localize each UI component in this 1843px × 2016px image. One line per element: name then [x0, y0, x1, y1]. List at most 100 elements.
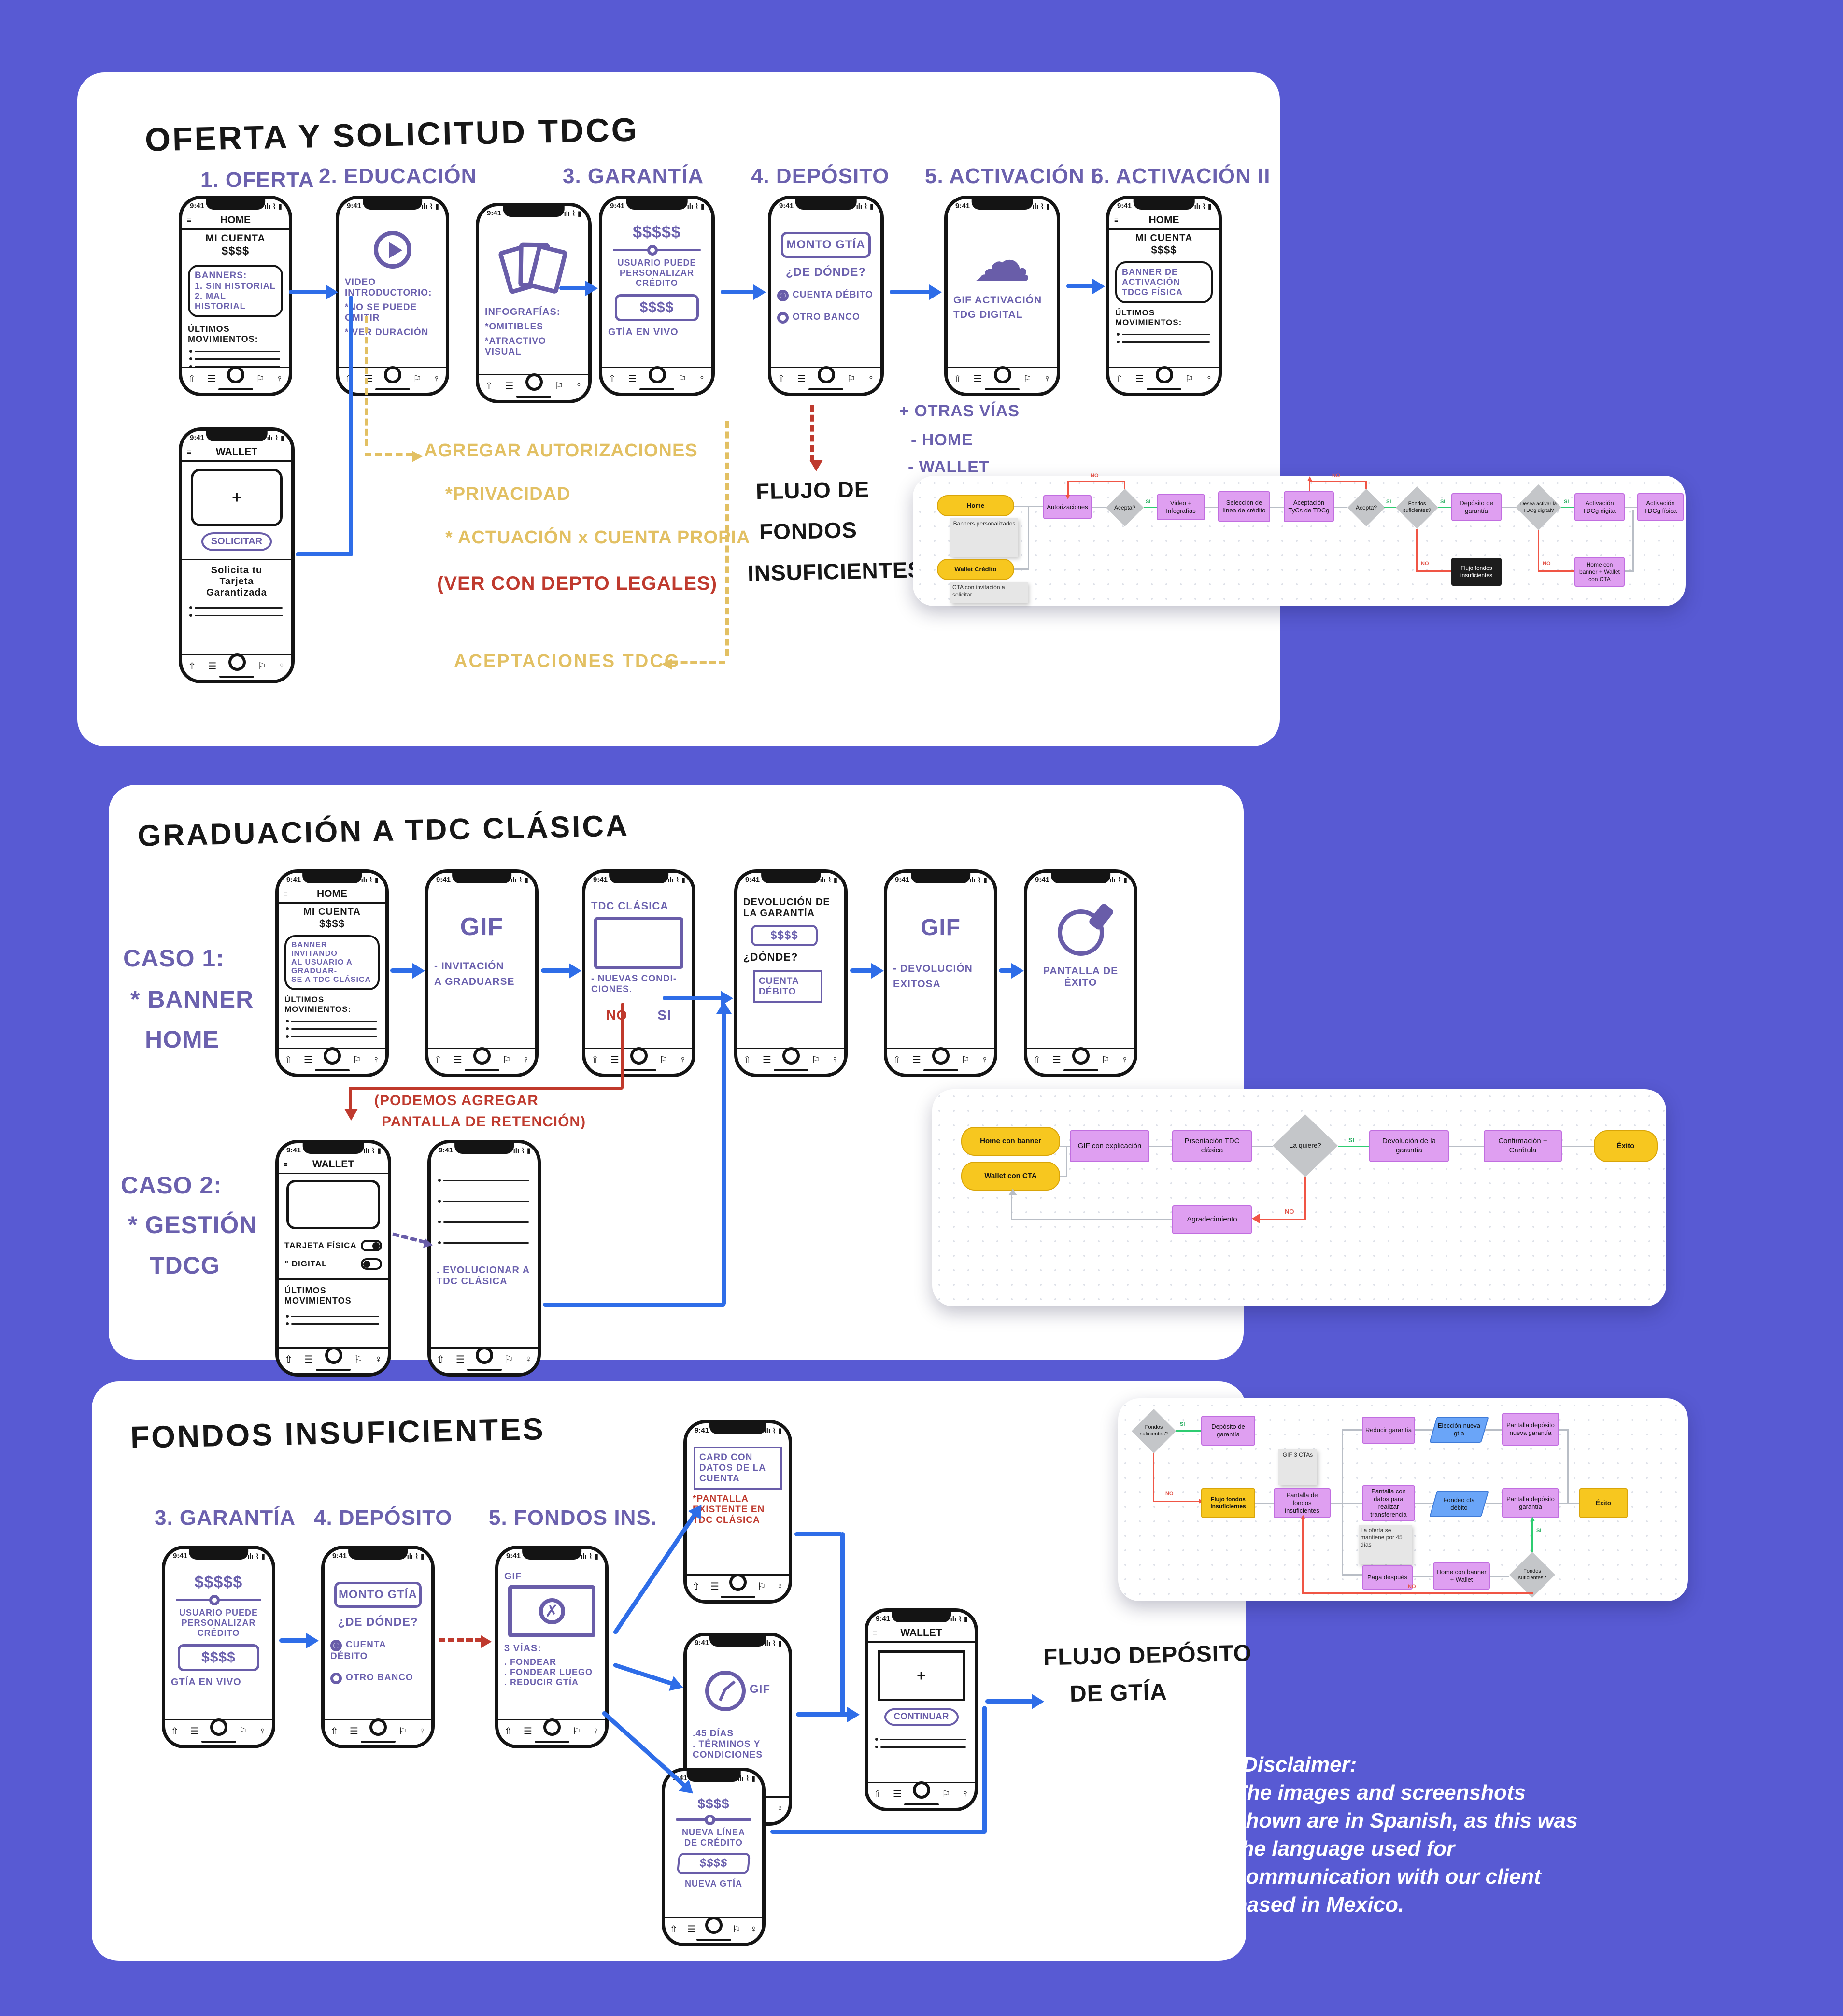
note-flujo-fondos-2: FONDOS: [759, 517, 858, 545]
note-depto-legales: (VER CON DEPTO LEGALES): [437, 573, 718, 594]
note-agregar-autorizaciones: AGREGAR AUTORIZACIONES: [424, 440, 698, 461]
phone-sketch-nueva-linea: 9:41 ılı ⌇ ▮ $$$$ NUEVA LÍNEA DE CRÉDITO …: [662, 1768, 766, 1946]
note-flujo-deposito-1: FLUJO DEPÓSITO: [1043, 1640, 1252, 1671]
list-icon: ☰: [207, 373, 216, 384]
fc3-node-home-wallet: Home con banner + Wallet: [1433, 1562, 1490, 1590]
movements-label: ÚLTIMOS MOVIMIENTOS:: [188, 324, 258, 344]
arrow-infografias-garantia: [559, 286, 587, 290]
fc2-label-si: SI: [1348, 1136, 1355, 1144]
phone-sketch-wallet-gestion: 9:41 ılı ⌇ ▮ ≡ WALLET TARJETA FÍSICA " DIG…: [275, 1140, 391, 1377]
fc1-diamond-fondos: Fondos suficientes?: [1396, 486, 1438, 529]
graduation-banner-box: BANNER INVITANDO AL USUARIO A GRADUAR- S…: [284, 935, 380, 990]
cuenta-debito-box: CUENTA DÉBITO: [753, 970, 822, 1003]
radio-icon: [777, 312, 789, 324]
step-label-educacion: 2. EDUCACIÓN: [319, 164, 477, 188]
fc3-node-datos: Pantalla con datos para realizar transfe…: [1362, 1485, 1415, 1521]
fc1-node-home-banner: Home con banner + Wallet con CTA: [1574, 557, 1625, 587]
fc3-node-pantalla-nueva: Pantalla depósito nueva garantía: [1502, 1413, 1559, 1446]
banners-box: BANNERS: 1. SIN HISTORIAL 2. MAL HISTORI…: [188, 265, 283, 317]
red-line-no-v: [621, 1003, 624, 1089]
fc1-label-no2: NO: [1332, 473, 1340, 479]
menu-icon: ≡: [187, 216, 191, 225]
arrow-garantia-deposito-3: [279, 1638, 308, 1643]
caso1-label: CASO 1:: [123, 945, 225, 972]
monto-gtia-box: MONTO GTÍA: [781, 232, 871, 258]
cards-icon: [497, 239, 568, 302]
fc3-node-reducir: Reducir garantía: [1362, 1417, 1415, 1444]
fc3-diamond-fondos1: Fondos suficientes?: [1132, 1409, 1176, 1453]
fc1-label-si4: SI: [1564, 499, 1569, 505]
card-image-placeholder: [594, 917, 683, 969]
fc1-label-no4: NO: [1543, 561, 1551, 567]
connector-nueva-h: [770, 1830, 987, 1834]
arrow-garantia-deposito: [721, 290, 755, 294]
flag-icon: ⚐: [255, 373, 265, 384]
toggle-row-fisica: TARJETA FÍSICA: [284, 1240, 382, 1251]
up-icon: ⇧: [187, 373, 196, 384]
fc1-node-tycs: Aceptación TyCs de TDCg: [1284, 491, 1334, 522]
fc2-gray-arrowhead: [1008, 1189, 1017, 1195]
phone-sketch-home-oferta: 9:41 ılı ⌇ ▮ ≡ HOME MI CUENTA $$$$ BANNERS…: [179, 196, 292, 396]
dashed-yellow-arrow-aceptaciones: [662, 658, 725, 670]
caso2-label: CASO 2:: [121, 1172, 222, 1199]
phone-sketch-wallet-continuar: 9:41 ılı ⌇ ▮ ≡ WALLET + CONTINUAR ⇧ ☰ ⚐ ♀: [865, 1608, 978, 1811]
fc2-node-home: Home con banner: [961, 1127, 1060, 1156]
fc1-label-si2: SI: [1386, 499, 1391, 505]
step-label-garantia3: 3. GARANTÍA: [155, 1506, 296, 1530]
phone-sketch-gif-invitacion: 9:41 ılı ⌇ ▮ GIF - INVITACIÓN A GRADUARSE…: [425, 869, 539, 1077]
dashed-red-arrow-deposito-fondos: [439, 1635, 492, 1648]
play-icon: [373, 231, 411, 269]
connector-wallet-vertical: [349, 296, 353, 556]
note-actuacion: * ACTUACIÓN x CUENTA PROPIA: [445, 527, 751, 548]
fc1-node-seleccion: Selección de línea de crédito: [1218, 491, 1270, 522]
note-retencion-2: PANTALLA DE RETENCIÓN): [382, 1114, 586, 1130]
movement-line: [189, 357, 280, 360]
credit-slider: [613, 244, 701, 256]
step-label-activacion2: 6. ACTIVACIÓN II: [1092, 164, 1271, 188]
guarantee-amount-box: $$$$: [615, 294, 699, 321]
phone-sketch-garantia-3: 9:41 ılı ⌇ ▮ $$$$$ USUARIO PUEDE PERSONAL…: [162, 1546, 275, 1748]
phone-sketch-devolucion: 9:41 ılı ⌇ ▮ DEVOLUCIÓN DE LA GARANTÍA $$…: [734, 869, 848, 1077]
fc1-note-home: Banners personalizados: [950, 518, 1018, 557]
step-label-oferta: 1. OFERTA: [200, 168, 314, 192]
arrow-oferta-educacion: [289, 290, 327, 294]
fc3-node-deposito: Depósito de garantía: [1201, 1416, 1255, 1446]
fc1-node-activacion-digital: Activación TDCg digital: [1574, 493, 1625, 521]
slider-knob: [647, 244, 658, 256]
connector-nueva-v: [982, 1706, 987, 1832]
home-circle-icon: [227, 366, 245, 383]
note-retencion-1: (PODEMOS AGREGAR: [374, 1093, 539, 1108]
note-flujo-fondos-3: INSUFICIENTES: [747, 557, 923, 586]
arrow-p2-5: [999, 968, 1013, 973]
fc3-node-exito: Éxito: [1579, 1488, 1628, 1518]
phone-sketch-deposito-3: 9:41 ılı ⌇ ▮ MONTO GTÍA ¿DE DÓNDE? CUENTA…: [321, 1546, 435, 1748]
cloud-gif-icon: ☁: [973, 228, 1031, 293]
fc3-node-eleccion: Elección nueva gtía: [1429, 1417, 1489, 1443]
fc2-node-wallet: Wallet con CTA: [961, 1162, 1060, 1191]
screen-title: ≡ HOME: [182, 214, 289, 230]
account-data-box: CARD CON DATOS DE LA CUENTA: [694, 1447, 782, 1490]
fc1-label-si1: SI: [1146, 499, 1151, 505]
disclaimer-text: *Disclaimer: The images and screenshots …: [1234, 1753, 1578, 1917]
continuar-button: CONTINUAR: [884, 1708, 959, 1726]
card-placeholder: [286, 1180, 380, 1229]
fc2-node-devolucion: Devolución de la garantía: [1369, 1130, 1449, 1162]
fc1-label-si3: SI: [1440, 499, 1446, 505]
no-option: NO: [606, 1008, 628, 1022]
status-time: 9:41: [190, 202, 205, 210]
si-option: SI: [657, 1008, 671, 1022]
card-placeholder: +: [878, 1650, 965, 1701]
fc3-label-si2: SI: [1536, 1528, 1542, 1533]
note-wallet: - WALLET: [908, 458, 990, 476]
blue-line-evol-h: [543, 1303, 725, 1307]
fc3-node-pantalla-dep: Pantalla depósito garantía: [1502, 1488, 1559, 1518]
status-icons: ılı ⌇ ▮: [264, 202, 282, 211]
fc3-node-pantalla-fondos: Pantalla de fondos insuficientes: [1274, 1488, 1331, 1518]
panel1-title: OFERTA Y SOLICITUD TDCG: [144, 111, 639, 158]
note-aceptaciones-tdcg: ACEPTACIONES TDCG: [454, 651, 680, 671]
connector-card-h: [794, 1532, 843, 1536]
red-line-no-h: [349, 1087, 623, 1090]
fc3-node-fondeo: Fondeo cta débito: [1429, 1491, 1489, 1517]
arrow-deposito-activacion: [890, 290, 931, 294]
fc1-node-flujo-insuficientes: Flujo fondos insuficientes: [1451, 558, 1502, 586]
